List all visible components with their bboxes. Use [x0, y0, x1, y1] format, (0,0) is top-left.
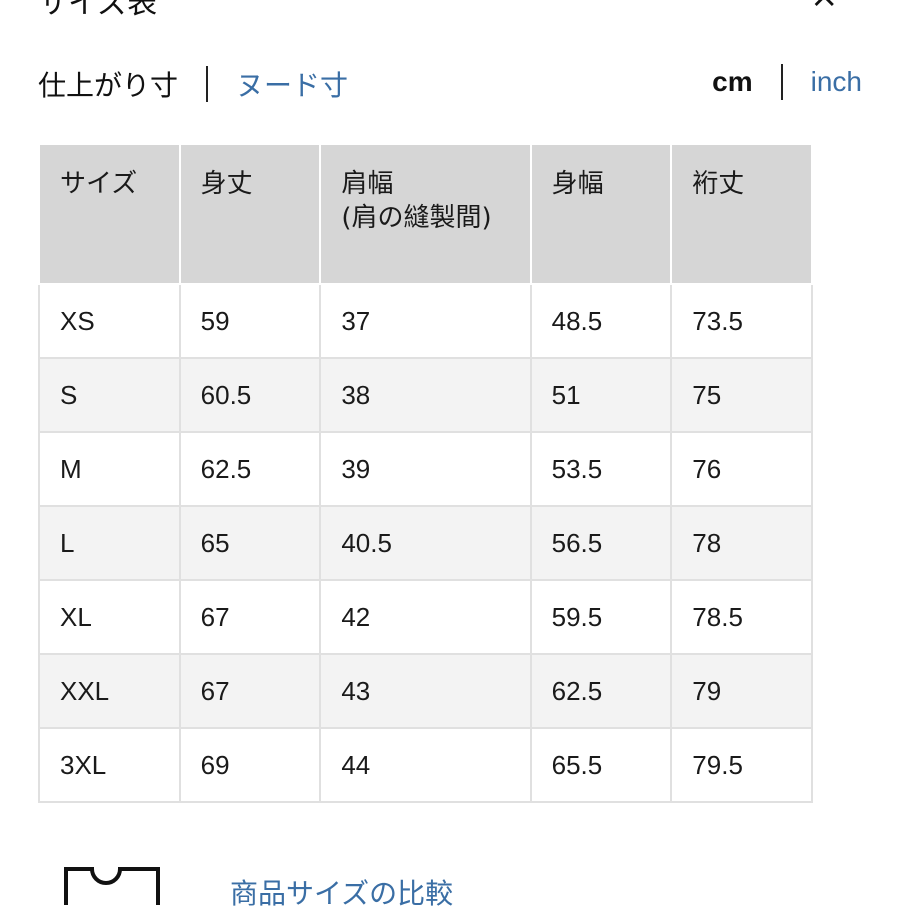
table-row: XL 67 42 59.5 78.5 — [38, 579, 813, 655]
compare-size-link[interactable]: 商品サイズの比較 — [230, 877, 454, 910]
table-cell: 59.5 — [529, 579, 673, 655]
table-cell: 67 — [178, 579, 322, 655]
measure-tabs: 仕上がり寸 ヌード寸 — [38, 64, 348, 104]
table-cell: 76 — [670, 431, 813, 507]
column-header: サイズ — [38, 145, 181, 285]
unit-cm[interactable]: cm — [712, 66, 753, 97]
table-cell: 38 — [319, 357, 532, 433]
table-row: L 65 40.5 56.5 78 — [38, 505, 813, 581]
table-cell: 62.5 — [529, 653, 673, 729]
table-cell: 39 — [319, 431, 532, 507]
table-cell: 79 — [670, 653, 813, 729]
column-header: 肩幅 (肩の縫製間) — [319, 145, 532, 285]
size-table: サイズ 身丈 肩幅 (肩の縫製間) 身幅 裄丈 XS 59 37 48.5 73.5 S 60.5 3… — [38, 145, 813, 803]
table-cell: 40.5 — [319, 505, 532, 581]
table-cell: XL — [38, 579, 181, 655]
close-icon[interactable]: × — [810, 0, 839, 16]
tab-finished-size[interactable]: 仕上がり寸 — [38, 69, 179, 102]
table-row: XS 59 37 48.5 73.5 — [38, 283, 813, 359]
table-cell: S — [38, 357, 181, 433]
table-cell: 43 — [319, 653, 532, 729]
table-cell: 78.5 — [670, 579, 813, 655]
table-cell: 62.5 — [178, 431, 322, 507]
table-cell: 51 — [529, 357, 673, 433]
divider — [780, 64, 783, 100]
table-cell: 78 — [670, 505, 813, 581]
table-cell: 60.5 — [178, 357, 322, 433]
table-cell: 48.5 — [529, 283, 673, 359]
table-row: S 60.5 38 51 75 — [38, 357, 813, 433]
table-cell: XXL — [38, 653, 181, 729]
table-row: M 62.5 39 53.5 76 — [38, 431, 813, 507]
shirt-icon — [64, 867, 160, 905]
unit-inch[interactable]: inch — [810, 66, 862, 97]
table-cell: M — [38, 431, 181, 507]
table-cell: 73.5 — [670, 283, 813, 359]
column-header: 身丈 — [178, 145, 322, 285]
table-cell: 69 — [178, 727, 322, 803]
tab-body-size[interactable]: ヌード寸 — [236, 69, 349, 102]
table-row: 3XL 69 44 65.5 79.5 — [38, 727, 813, 803]
column-header: 身幅 — [529, 145, 673, 285]
table-cell: 79.5 — [670, 727, 813, 803]
page-title: サイズ表 — [38, 0, 158, 21]
divider — [206, 66, 209, 102]
table-cell: 44 — [319, 727, 532, 803]
unit-tabs: cm inch — [712, 64, 862, 100]
table-cell: 42 — [319, 579, 532, 655]
table-cell: 37 — [319, 283, 532, 359]
table-cell: XS — [38, 283, 181, 359]
table-cell: 3XL — [38, 727, 181, 803]
table-cell: 53.5 — [529, 431, 673, 507]
table-cell: 75 — [670, 357, 813, 433]
table-cell: 67 — [178, 653, 322, 729]
table-cell: L — [38, 505, 181, 581]
table-cell: 59 — [178, 283, 322, 359]
column-header: 裄丈 — [670, 145, 813, 285]
table-cell: 65 — [178, 505, 322, 581]
table-cell: 65.5 — [529, 727, 673, 803]
table-row: XXL 67 43 62.5 79 — [38, 653, 813, 729]
table-cell: 56.5 — [529, 505, 673, 581]
